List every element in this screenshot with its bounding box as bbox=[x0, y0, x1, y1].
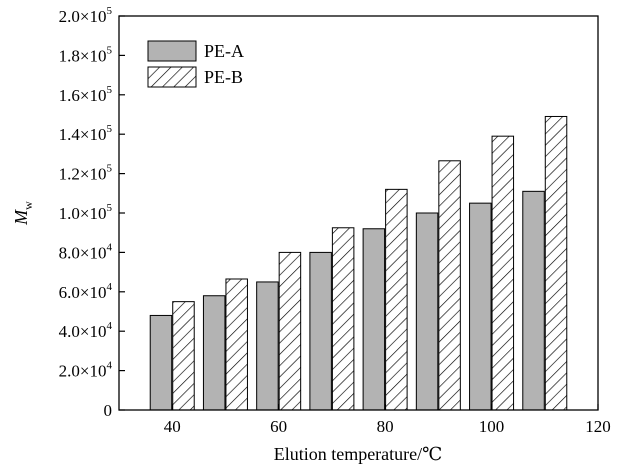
y-axis-title: Mw bbox=[11, 201, 35, 226]
y-tick-label: 1.8×105 bbox=[59, 44, 113, 65]
x-tick-label: 60 bbox=[270, 417, 287, 436]
y-tick-label: 1.2×105 bbox=[59, 163, 113, 184]
bar-pe-b-40 bbox=[172, 301, 195, 411]
y-axis: 0 2.0×104 4.0×104 6.0×104 8.0×104 1.0×105 1.2×… bbox=[59, 5, 125, 420]
bar-pe-a-90 bbox=[415, 212, 439, 411]
bar-pe-a-40 bbox=[149, 314, 173, 411]
x-tick-label: 120 bbox=[585, 417, 611, 436]
x-axis-title: Elution temperature/℃ bbox=[274, 444, 443, 464]
x-tick-label: 80 bbox=[377, 417, 394, 436]
y-tick-label: 2.0×104 bbox=[59, 360, 113, 381]
legend-label-pe-b: PE-B bbox=[204, 67, 243, 87]
legend-swatch-pe-a bbox=[147, 40, 197, 62]
bar-pe-a-60 bbox=[256, 281, 279, 411]
x-tick-label: 40 bbox=[164, 417, 181, 436]
bar-pe-b-50 bbox=[225, 278, 248, 411]
y-tick-label: 4.0×104 bbox=[59, 320, 113, 341]
bar-pe-a-50 bbox=[202, 295, 226, 411]
bar-pe-a-70 bbox=[309, 251, 332, 411]
legend-label-pe-a: PE-A bbox=[204, 41, 244, 61]
legend-swatch-pe-b bbox=[147, 66, 197, 88]
y-tick-label: 6.0×104 bbox=[59, 281, 113, 302]
bar-pe-b-110 bbox=[544, 115, 568, 411]
y-tick-label: 2.0×105 bbox=[59, 5, 113, 26]
bar-pe-b-100 bbox=[491, 135, 515, 411]
bar-pe-b-70 bbox=[331, 227, 355, 411]
y-tick-label: 0 bbox=[104, 401, 113, 420]
y-tick-label: 8.0×104 bbox=[59, 241, 113, 262]
bar-pe-a-80 bbox=[362, 228, 386, 411]
x-axis: 40 60 80 100 120 bbox=[164, 404, 611, 436]
bar-pe-b-80 bbox=[385, 188, 408, 411]
bars-layer bbox=[149, 115, 568, 411]
bar-pe-b-90 bbox=[438, 160, 461, 411]
bar-pe-a-110 bbox=[522, 190, 545, 411]
bar-pe-b-60 bbox=[278, 251, 302, 411]
y-tick-label: 1.0×105 bbox=[59, 202, 113, 223]
x-tick-label: 100 bbox=[479, 417, 505, 436]
bar-pe-a-100 bbox=[469, 202, 492, 411]
legend: PE-A PE-B bbox=[147, 40, 244, 88]
y-tick-label: 1.4×105 bbox=[59, 123, 113, 144]
y-tick-label: 1.6×105 bbox=[59, 84, 113, 105]
